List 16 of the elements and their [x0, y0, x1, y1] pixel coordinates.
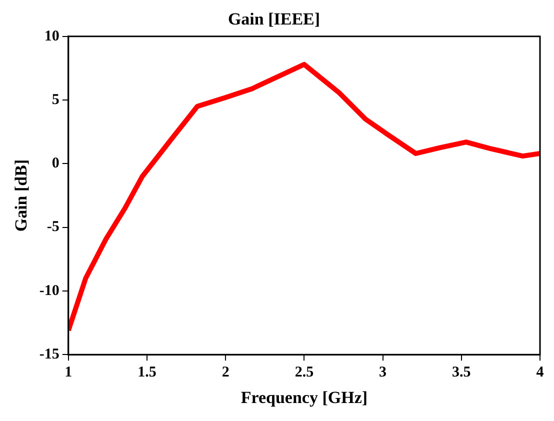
- x-axis-title: Frequency [GHz]: [240, 388, 368, 408]
- y-tick-label: -15: [39, 346, 60, 362]
- y-tick-label: 10: [44, 28, 60, 44]
- x-tick-label: 1: [64, 364, 72, 380]
- x-tick-label: 3: [379, 364, 387, 380]
- x-tick-label: 2.5: [294, 364, 314, 380]
- x-tick-label: 2: [222, 364, 230, 380]
- y-axis-title: Gain [dB]: [12, 159, 31, 232]
- x-tick-label: 1.5: [138, 364, 156, 380]
- x-tick-label: 3.5: [452, 364, 471, 380]
- chart-title: Gain [IEEE]: [228, 10, 320, 29]
- y-tick-label: 5: [52, 92, 60, 108]
- y-tick-label: -10: [39, 282, 60, 299]
- y-tick-label: -5: [46, 219, 60, 236]
- y-tick-label: 0: [52, 156, 60, 172]
- x-tick-label: 4: [536, 364, 544, 380]
